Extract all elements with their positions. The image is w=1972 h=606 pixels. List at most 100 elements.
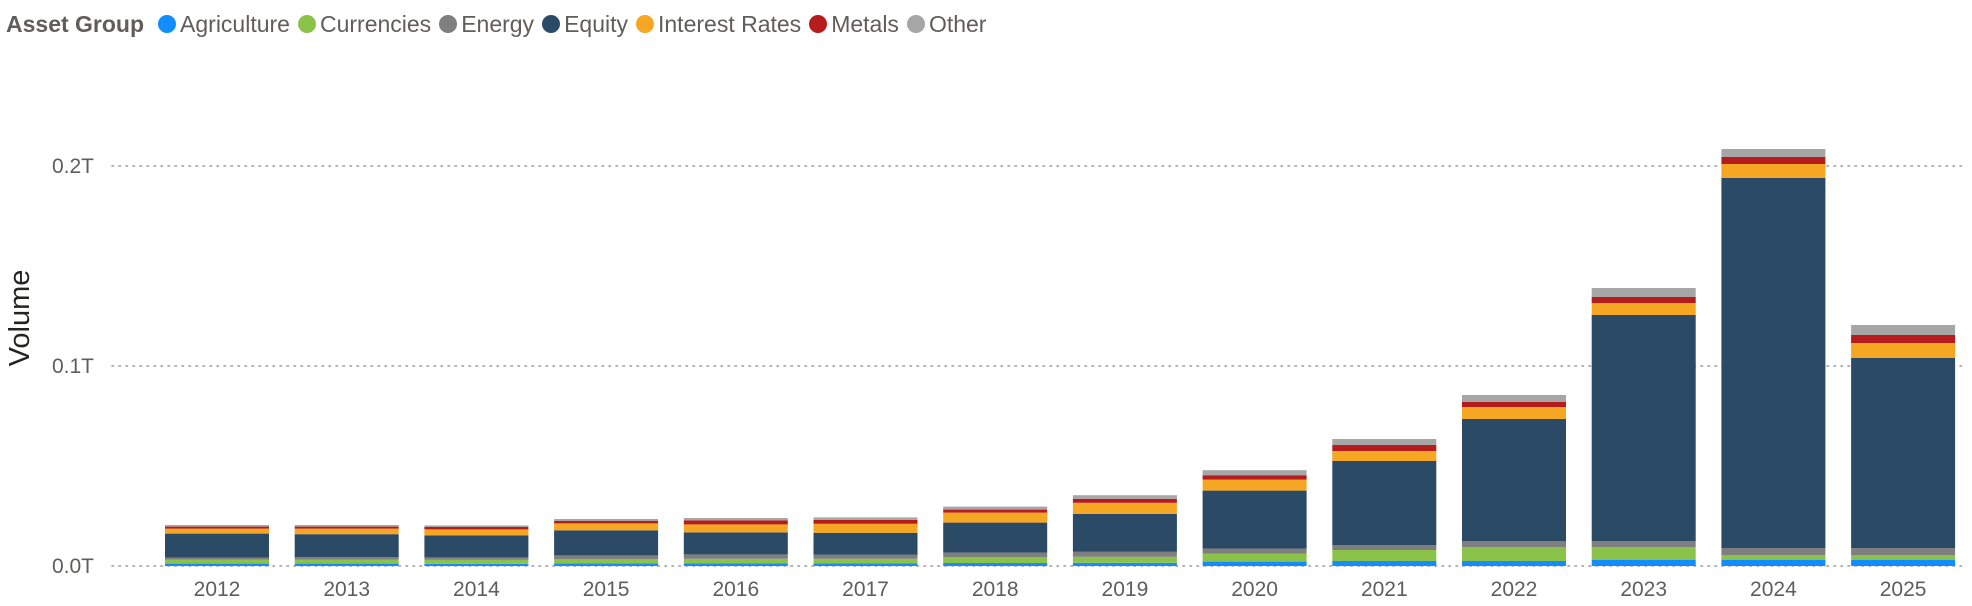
bar-segment-interest-rates[interactable] xyxy=(683,524,788,533)
bar-stack-2015[interactable] xyxy=(554,519,659,566)
bar-segment-other[interactable] xyxy=(1721,149,1826,157)
bar-segment-energy[interactable] xyxy=(1202,548,1307,554)
bar-segment-metals[interactable] xyxy=(813,519,918,524)
bar-stack-2023[interactable] xyxy=(1591,288,1696,566)
legend-item-metals[interactable]: Metals xyxy=(809,11,899,38)
bar-stack-2020[interactable] xyxy=(1202,470,1307,566)
legend-item-currencies[interactable]: Currencies xyxy=(297,11,431,38)
legend-item-other[interactable]: Other xyxy=(906,11,986,38)
bar-segment-currencies[interactable] xyxy=(1332,550,1437,561)
bar-segment-other[interactable] xyxy=(1851,325,1956,335)
bar-segment-metals[interactable] xyxy=(165,526,269,529)
bar-segment-equity[interactable] xyxy=(554,530,659,556)
bar-segment-equity[interactable] xyxy=(683,532,788,555)
bar-segment-equity[interactable] xyxy=(1721,178,1826,548)
bar-segment-equity[interactable] xyxy=(1851,358,1956,548)
bar-segment-currencies[interactable] xyxy=(813,558,918,564)
bar-segment-other[interactable] xyxy=(1072,495,1177,499)
bar-stack-2013[interactable] xyxy=(294,525,399,566)
bar-segment-currencies[interactable] xyxy=(294,559,399,564)
bar-segment-agriculture[interactable] xyxy=(1591,560,1696,566)
bar-segment-interest-rates[interactable] xyxy=(1202,479,1307,491)
bar-segment-interest-rates[interactable] xyxy=(1332,451,1437,461)
bar-segment-metals[interactable] xyxy=(424,527,529,530)
bar-stack-2019[interactable] xyxy=(1072,495,1177,566)
bar-segment-equity[interactable] xyxy=(1591,315,1696,541)
bar-segment-interest-rates[interactable] xyxy=(554,523,659,531)
bar-segment-agriculture[interactable] xyxy=(813,563,918,566)
bar-segment-energy[interactable] xyxy=(1851,548,1956,555)
bar-stack-2025[interactable] xyxy=(1851,325,1956,566)
bar-stack-2018[interactable] xyxy=(943,506,1048,566)
bar-stack-2017[interactable] xyxy=(813,517,918,566)
bar-segment-other[interactable] xyxy=(943,506,1048,510)
bar-segment-other[interactable] xyxy=(813,517,918,520)
bar-segment-metals[interactable] xyxy=(683,520,788,525)
bar-segment-agriculture[interactable] xyxy=(1202,561,1307,566)
bar-segment-interest-rates[interactable] xyxy=(943,512,1048,523)
bar-segment-metals[interactable] xyxy=(554,521,659,524)
bar-segment-currencies[interactable] xyxy=(554,559,659,564)
bar-segment-currencies[interactable] xyxy=(683,558,788,564)
bar-stack-2024[interactable] xyxy=(1721,149,1826,566)
bar-segment-energy[interactable] xyxy=(1462,541,1566,547)
bar-segment-agriculture[interactable] xyxy=(424,563,529,566)
bar-segment-other[interactable] xyxy=(683,518,788,521)
bar-segment-other[interactable] xyxy=(1591,288,1696,297)
bar-segment-energy[interactable] xyxy=(943,552,1048,557)
bar-segment-interest-rates[interactable] xyxy=(813,523,918,533)
bar-segment-agriculture[interactable] xyxy=(1851,560,1956,566)
bar-segment-agriculture[interactable] xyxy=(165,563,269,566)
legend-item-energy[interactable]: Energy xyxy=(439,11,534,38)
bar-segment-currencies[interactable] xyxy=(424,559,529,564)
bar-segment-agriculture[interactable] xyxy=(943,563,1048,566)
bar-segment-agriculture[interactable] xyxy=(1462,561,1566,566)
bar-segment-metals[interactable] xyxy=(1332,445,1437,451)
bar-segment-equity[interactable] xyxy=(294,534,399,558)
bar-segment-metals[interactable] xyxy=(1851,335,1956,343)
bar-segment-equity[interactable] xyxy=(1462,419,1566,541)
bar-segment-metals[interactable] xyxy=(1591,297,1696,303)
bar-stack-2021[interactable] xyxy=(1332,439,1437,566)
bar-segment-other[interactable] xyxy=(424,525,529,527)
bar-segment-energy[interactable] xyxy=(554,555,659,559)
bar-segment-currencies[interactable] xyxy=(1202,553,1307,562)
bar-segment-currencies[interactable] xyxy=(1462,547,1566,561)
bar-segment-other[interactable] xyxy=(1202,470,1307,476)
bar-segment-energy[interactable] xyxy=(1591,541,1696,547)
bar-segment-interest-rates[interactable] xyxy=(1591,303,1696,315)
bar-segment-energy[interactable] xyxy=(165,557,269,560)
bar-segment-interest-rates[interactable] xyxy=(1072,502,1177,514)
bar-segment-agriculture[interactable] xyxy=(683,563,788,566)
bar-segment-metals[interactable] xyxy=(943,509,1048,513)
bar-segment-currencies[interactable] xyxy=(1851,555,1956,560)
bar-segment-interest-rates[interactable] xyxy=(1462,407,1566,419)
bar-segment-metals[interactable] xyxy=(1462,402,1566,407)
bar-segment-energy[interactable] xyxy=(1072,551,1177,557)
bar-stack-2014[interactable] xyxy=(424,525,529,566)
bar-segment-equity[interactable] xyxy=(424,535,529,558)
bar-segment-agriculture[interactable] xyxy=(1721,560,1826,566)
bar-segment-other[interactable] xyxy=(1332,439,1437,445)
bar-segment-other[interactable] xyxy=(294,525,399,527)
bar-segment-currencies[interactable] xyxy=(1721,555,1826,560)
bar-segment-metals[interactable] xyxy=(294,526,399,529)
legend-item-interest-rates[interactable]: Interest Rates xyxy=(636,11,801,38)
bar-stack-2022[interactable] xyxy=(1462,395,1566,566)
bar-segment-energy[interactable] xyxy=(1721,548,1826,555)
bar-segment-equity[interactable] xyxy=(1072,513,1177,552)
bar-segment-other[interactable] xyxy=(554,519,659,521)
bar-segment-metals[interactable] xyxy=(1202,475,1307,480)
bar-segment-agriculture[interactable] xyxy=(1072,562,1177,566)
bar-segment-interest-rates[interactable] xyxy=(1721,164,1826,178)
bar-segment-currencies[interactable] xyxy=(943,557,1048,563)
bar-segment-other[interactable] xyxy=(1462,395,1566,402)
bar-segment-equity[interactable] xyxy=(1202,490,1307,549)
bar-segment-other[interactable] xyxy=(165,525,269,527)
bar-segment-energy[interactable] xyxy=(294,557,399,560)
bar-segment-interest-rates[interactable] xyxy=(165,528,269,534)
bar-segment-energy[interactable] xyxy=(424,557,529,560)
bar-segment-equity[interactable] xyxy=(1332,461,1437,545)
bar-segment-agriculture[interactable] xyxy=(554,563,659,566)
bar-segment-interest-rates[interactable] xyxy=(424,529,529,536)
